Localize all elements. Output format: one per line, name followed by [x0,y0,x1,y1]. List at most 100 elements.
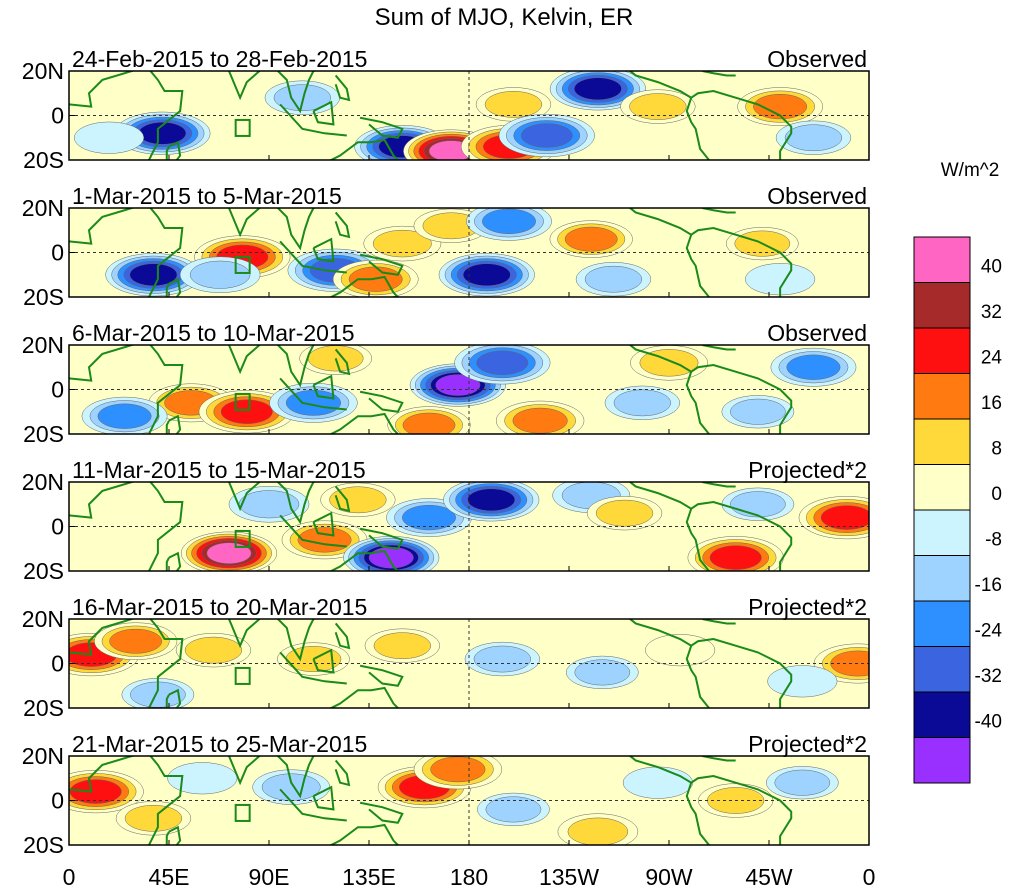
contour-level [573,77,622,101]
caribbean-coast [702,482,736,488]
australia-coast [328,138,400,160]
borneo-coast [312,100,335,126]
caribbean-coast [702,756,736,762]
anomaly-5 [413,756,503,790]
new-guinea-coast [359,390,404,413]
panel-period: 6-Mar-2015 to 10-Mar-2015 [72,320,355,346]
x-tick-label: 0 [863,864,876,889]
contour-level [206,542,252,564]
anomaly-8 [622,766,693,799]
africa-coast [69,71,184,160]
panel-period: 1-Mar-2015 to 5-Mar-2015 [72,183,342,209]
x-tick-label: 180 [450,864,488,889]
anomaly-10 [737,87,823,126]
y-tick-label: 0 [51,103,64,129]
anomaly-field [73,71,852,160]
colorbar-label: 40 [981,257,1002,278]
panel-type: Projected*2 [748,594,867,620]
americas-east-coast [628,345,793,434]
contour-level [402,412,456,434]
x-tick-label: 0 [63,864,76,889]
contour-level [184,636,243,664]
anomaly-7 [557,813,639,845]
panel-type: Observed [767,183,867,209]
contour-level [476,350,529,376]
anomaly-10 [687,536,784,571]
anomaly-7 [565,655,639,690]
anomaly-13 [721,395,795,429]
contour-level [613,389,671,417]
anomaly-10 [121,678,195,708]
colorbar-label: 0 [991,484,1002,505]
indonesia-coast [279,651,347,685]
y-tick-label: 20N [22,743,64,769]
contour-level [629,93,687,120]
philippines-coast [334,74,351,102]
panel-6: 20N 0 20S 21-Mar-2015 to 25-Mar-2015 Project… [22,731,870,858]
australia-coast [328,549,400,571]
coastline [69,756,793,845]
anomaly-5 [443,482,540,522]
new-guinea-coast [359,664,404,687]
anomaly-11 [575,262,652,297]
anomaly-6 [320,482,396,517]
contour-level [564,226,618,252]
philippines-coast [334,485,351,513]
south-america-west-coast [685,97,711,160]
anomaly-4 [269,382,358,423]
madagascar-coast [165,688,182,708]
anomaly-11 [767,665,838,698]
caribbean-coast [702,208,736,214]
anomaly-6 [477,792,550,827]
anomaly-7 [498,113,595,158]
contour-level [189,260,251,289]
maldives-box [234,255,251,274]
colorbar-swatch [913,509,971,556]
maldives-box [234,392,251,411]
south-america-west-coast [685,782,711,845]
americas-east-coast [628,482,793,571]
maldives-box [234,118,251,137]
contour-level [430,756,486,783]
anomaly-field [105,208,816,297]
contour-level [402,504,456,531]
panel-period: 11-Mar-2015 to 15-Mar-2015 [72,457,366,483]
panel-5: 20N 0 20S 16-Mar-2015 to 20-Mar-2015 Project… [22,594,870,721]
panel-type: Projected*2 [748,731,867,757]
indonesia-coast [279,514,347,548]
contour-level [109,628,163,654]
borneo-coast [312,237,335,263]
contour-level [784,124,843,152]
americas-east-coast [628,208,793,297]
panels: 20N 0 20S 24-Feb-2015 to 28-Feb-2015 Observe… [22,46,870,858]
madagascar-coast [165,277,182,297]
panel-3: 20N 0 20S 6-Mar-2015 to 10-Mar-2015 Observed [22,320,870,447]
y-tick-label: 20S [23,832,64,858]
anomaly-2 [115,801,192,836]
x-tick-label: 45E [149,864,190,889]
colorbar-swatch [913,282,971,329]
maldives-box [234,529,251,548]
coastline [69,71,793,160]
colorbar-label: 8 [991,439,1002,460]
colorbar-label: 24 [981,348,1003,369]
madagascar-coast [165,414,182,434]
x-tick-label: 135E [342,864,396,889]
colorbar-swatch [913,555,971,602]
indonesia-coast [279,377,347,411]
y-tick-label: 20S [23,284,64,310]
philippines-coast [334,211,351,239]
australia-coast [328,275,400,297]
panel-4: 20N 0 20S 11-Mar-2015 to 15-Mar-2015 Project… [22,457,870,584]
y-tick-label: 0 [51,788,64,814]
philippines-coast [334,759,351,787]
contour-level [730,491,786,518]
colorbar-swatch [913,236,971,283]
colorbar-label: 16 [981,393,1002,414]
borneo-coast [312,511,335,537]
panel-type: Projected*2 [748,457,867,483]
colorbar-swatch [913,327,971,374]
south-america-west-coast [685,234,711,297]
indonesia-coast [279,788,347,822]
